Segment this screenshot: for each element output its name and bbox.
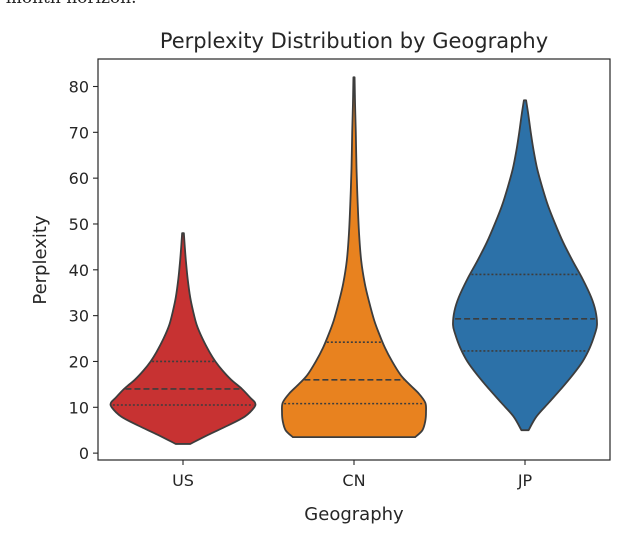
violin-us bbox=[109, 232, 257, 445]
violin-cn bbox=[281, 76, 427, 438]
y-tick-label: 80 bbox=[69, 77, 89, 96]
y-tick-label: 60 bbox=[69, 169, 89, 188]
y-axis-label: Perplexity bbox=[30, 215, 51, 305]
preceding-text-fragment: -month horizon. bbox=[0, 0, 137, 8]
x-tick-label: JP bbox=[517, 471, 533, 490]
x-axis: US CN JP bbox=[172, 460, 533, 490]
violin-body-cn bbox=[281, 76, 427, 438]
y-tick-label: 0 bbox=[79, 444, 89, 463]
y-tick-label: 20 bbox=[69, 352, 89, 371]
chart-title: Perplexity Distribution by Geography bbox=[160, 29, 548, 53]
violin-jp bbox=[452, 99, 598, 432]
y-axis: 0 10 20 30 40 50 60 70 80 bbox=[69, 77, 98, 463]
x-axis-label: Geography bbox=[304, 504, 404, 525]
y-tick-label: 50 bbox=[69, 215, 89, 234]
violin-body-jp bbox=[452, 99, 598, 432]
x-tick-label: CN bbox=[342, 471, 365, 490]
violin-body-us bbox=[109, 232, 257, 445]
y-tick-label: 40 bbox=[69, 261, 89, 280]
y-tick-label: 70 bbox=[69, 123, 89, 142]
violin-group bbox=[109, 76, 598, 445]
y-tick-label: 10 bbox=[69, 398, 89, 417]
y-tick-label: 30 bbox=[69, 307, 89, 326]
x-tick-label: US bbox=[172, 471, 194, 490]
